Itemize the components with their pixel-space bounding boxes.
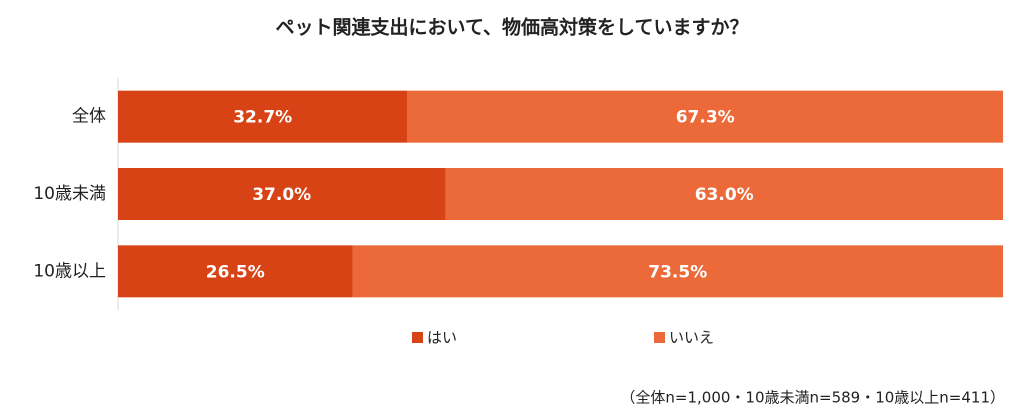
- legend-swatch: [412, 332, 423, 343]
- y-tick-label: 10歳未満: [33, 184, 106, 204]
- y-tick-label: 10歳以上: [33, 261, 106, 281]
- value-label: 26.5%: [206, 262, 265, 282]
- value-label: 67.3%: [676, 108, 735, 128]
- legend-label: いいえ: [669, 329, 714, 347]
- bar-segment: [118, 245, 353, 298]
- footnote: （全体n=1,000・10歳未満n=589・10歳以上n=411）: [620, 389, 1005, 407]
- bar-segment: [407, 90, 1003, 143]
- value-label: 32.7%: [233, 108, 292, 128]
- bar-segment: [445, 168, 1003, 220]
- value-label: 63.0%: [695, 185, 754, 205]
- value-label: 37.0%: [252, 185, 311, 205]
- legend-label: はい: [427, 329, 457, 347]
- bar-segment: [352, 245, 1003, 298]
- value-label: 73.5%: [648, 262, 707, 282]
- y-tick-label: 全体: [72, 107, 106, 127]
- bar-segment: [118, 90, 408, 143]
- bar-segment: [118, 168, 446, 220]
- legend-swatch: [654, 332, 665, 343]
- chart-title: ペット関連支出において、物価高対策をしていますか？: [276, 16, 749, 39]
